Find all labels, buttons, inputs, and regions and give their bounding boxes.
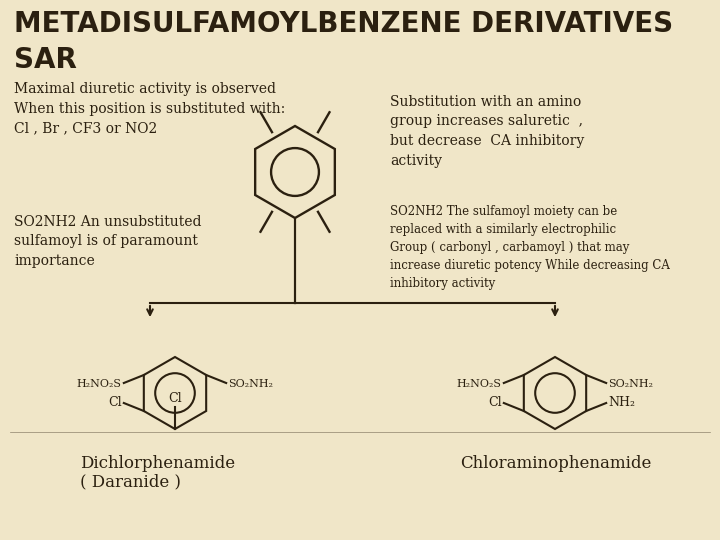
Text: SO₂NH₂: SO₂NH₂ bbox=[608, 379, 653, 389]
Text: SO₂NH₂: SO₂NH₂ bbox=[228, 379, 273, 389]
Text: Cl: Cl bbox=[108, 395, 122, 408]
Text: Cl: Cl bbox=[168, 392, 182, 405]
Text: Maximal diuretic activity is observed
When this position is substituted with:
Cl: Maximal diuretic activity is observed Wh… bbox=[14, 82, 285, 135]
Text: SO2NH2 The sulfamoyl moiety can be
replaced with a similarly electrophilic
Group: SO2NH2 The sulfamoyl moiety can be repla… bbox=[390, 205, 670, 290]
Text: Cl: Cl bbox=[488, 395, 502, 408]
Text: Chloraminophenamide: Chloraminophenamide bbox=[460, 455, 652, 472]
Text: H₂NO₂S: H₂NO₂S bbox=[456, 379, 502, 389]
Text: NH₂: NH₂ bbox=[608, 395, 635, 408]
Text: Substitution with an amino
group increases saluretic  ,
but decrease  CA inhibit: Substitution with an amino group increas… bbox=[390, 95, 584, 167]
Text: ( Daranide ): ( Daranide ) bbox=[80, 473, 181, 490]
Text: Dichlorphenamide: Dichlorphenamide bbox=[80, 455, 235, 472]
Text: SO2NH2 An unsubstituted
sulfamoyl is of paramount
importance: SO2NH2 An unsubstituted sulfamoyl is of … bbox=[14, 215, 202, 268]
Text: SAR: SAR bbox=[14, 46, 77, 74]
Text: H₂NO₂S: H₂NO₂S bbox=[77, 379, 122, 389]
Text: METADISULFAMOYLBENZENE DERIVATIVES: METADISULFAMOYLBENZENE DERIVATIVES bbox=[14, 10, 673, 38]
